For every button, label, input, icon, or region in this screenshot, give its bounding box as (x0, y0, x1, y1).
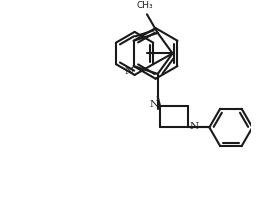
Text: N: N (125, 67, 134, 76)
Text: N: N (190, 122, 199, 131)
Text: N: N (149, 100, 158, 109)
Text: CH₃: CH₃ (136, 1, 153, 10)
